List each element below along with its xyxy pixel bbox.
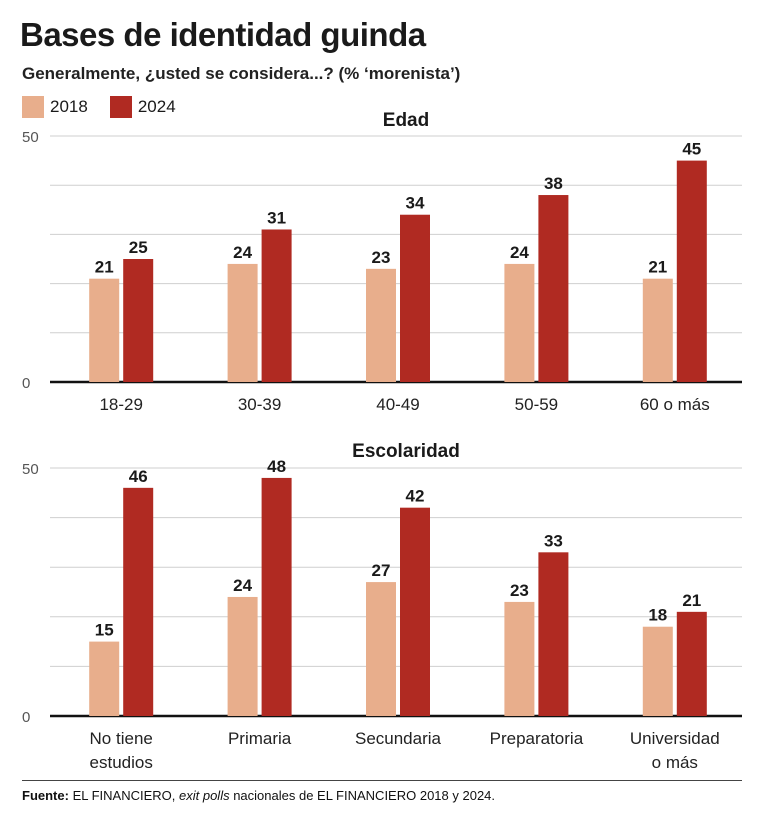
data-label-1-0-0: 15 <box>95 621 114 640</box>
bar-0-4-0 <box>642 278 673 382</box>
data-label-0-1-0: 24 <box>233 243 252 262</box>
bar-0-1-0 <box>227 263 258 382</box>
category-label-1-1-0: Primaria <box>228 729 292 748</box>
legend-item-2024: 2024 <box>109 96 176 118</box>
data-label-1-2-0: 27 <box>372 561 391 580</box>
data-label-1-3-1: 33 <box>544 531 563 550</box>
data-label-1-1-0: 24 <box>233 576 252 595</box>
bar-1-4-0 <box>642 626 673 716</box>
data-label-1-2-1: 42 <box>406 487 425 506</box>
data-label-1-1-1: 48 <box>267 457 286 476</box>
category-label-0-0-0: 18-29 <box>99 395 142 414</box>
data-label-0-1-1: 31 <box>267 208 286 227</box>
bar-1-2-0 <box>366 582 396 716</box>
bar-0-3-1 <box>538 195 569 382</box>
data-label-0-2-0: 23 <box>372 248 391 267</box>
chart-subtitle: Generalmente, ¿usted se considera...? (%… <box>22 64 461 83</box>
legend-item-2018: 2018 <box>22 96 88 118</box>
legend-swatch-2018 <box>22 96 44 118</box>
y-tick-label-0-0: 0 <box>22 375 30 392</box>
bar-1-4-1 <box>676 611 707 716</box>
category-label-0-1-0: 30-39 <box>238 395 281 414</box>
y-tick-label-0-50: 50 <box>22 129 39 146</box>
category-label-1-3-0: Preparatoria <box>490 729 584 748</box>
category-label-1-0-0: No tiene <box>90 729 153 748</box>
y-tick-label-1-50: 50 <box>22 461 39 478</box>
source-note: Fuente: EL FINANCIERO, exit polls nacion… <box>22 788 495 803</box>
category-label-1-2-0: Secundaria <box>355 729 442 748</box>
data-label-0-4-0: 21 <box>648 258 667 277</box>
category-label-0-2-0: 40-49 <box>376 395 419 414</box>
data-label-1-4-0: 18 <box>648 606 667 625</box>
legend: 2018 2024 <box>22 96 198 118</box>
bar-0-3-0 <box>504 263 535 382</box>
category-label-1-4-0: Universidad <box>630 729 720 748</box>
data-label-0-4-1: 45 <box>682 140 701 159</box>
bar-0-0-0 <box>89 278 120 382</box>
source-text-post: nacionales de EL FINANCIERO 2018 y 2024. <box>229 788 496 803</box>
data-label-1-0-1: 46 <box>129 467 148 486</box>
category-label-0-3-0: 50-59 <box>515 395 558 414</box>
legend-label-2018: 2018 <box>50 97 88 116</box>
data-label-1-4-1: 21 <box>682 591 701 610</box>
source-text-pre: EL FINANCIERO, <box>68 788 179 803</box>
bar-0-4-1 <box>676 160 707 382</box>
bar-1-3-1 <box>538 552 569 716</box>
category-label-0-4-0: 60 o más <box>640 395 710 414</box>
data-label-0-2-1: 34 <box>406 194 425 213</box>
bar-0-0-1 <box>123 259 154 382</box>
data-label-0-3-1: 38 <box>544 174 563 193</box>
data-label-0-3-0: 24 <box>510 243 529 262</box>
bar-1-2-1 <box>400 507 430 716</box>
category-label-1-4-1: o más <box>652 753 698 772</box>
source-text-italic: exit polls <box>179 788 230 803</box>
legend-swatch-2024 <box>109 96 132 118</box>
data-label-0-0-0: 21 <box>95 258 114 277</box>
panel-title-1: Escolaridad <box>352 441 460 462</box>
footer-divider <box>22 780 742 781</box>
bar-1-0-1 <box>123 487 154 716</box>
bar-1-0-0 <box>89 641 120 716</box>
source-label: Fuente: <box>22 788 69 803</box>
y-tick-label-1-0: 0 <box>22 709 30 726</box>
bar-0-1-1 <box>261 229 292 382</box>
bar-0-2-1 <box>400 214 430 382</box>
bar-0-2-0 <box>366 268 396 382</box>
bar-1-1-0 <box>227 596 258 716</box>
data-label-1-3-0: 23 <box>510 581 529 600</box>
bar-1-1-1 <box>261 477 292 716</box>
data-label-0-0-1: 25 <box>129 238 148 257</box>
chart-title: Bases de identidad guinda <box>20 16 426 53</box>
category-label-1-0-1: estudios <box>90 753 153 772</box>
bar-1-3-0 <box>504 601 535 716</box>
panel-title-0: Edad <box>383 110 429 131</box>
legend-label-2024: 2024 <box>137 97 176 116</box>
